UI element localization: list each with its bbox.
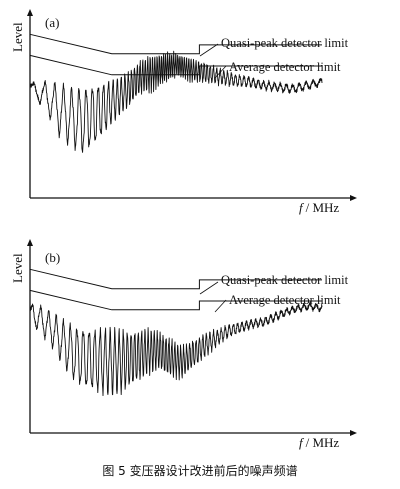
panel-b-xlabel: f / MHz (299, 435, 339, 450)
panel-b-xlabel-unit: / MHz (306, 435, 340, 450)
panel-b-average-leader (214, 299, 227, 313)
panel-a-quasi-peak-leader (199, 43, 219, 57)
panel-b-spectrum-trace (29, 301, 323, 397)
panel-b-average-label: Average detector limit (229, 293, 341, 307)
panel-a-ylabel: Level (10, 22, 25, 52)
panel-b-label: (b) (45, 250, 60, 265)
panel-b-xlabel-symbol: f (299, 435, 305, 450)
panel-b-average-limit-line (29, 289, 322, 311)
panel-b-y-axis-arrow (27, 239, 33, 246)
panel-a-xlabel-unit: / MHz (306, 200, 340, 215)
panel-a-label: (a) (45, 15, 59, 30)
panel-a-xlabel-symbol: f (299, 200, 305, 215)
panel-a-x-axis-arrow (350, 195, 357, 201)
panel-a-spectrum-trace (29, 50, 323, 153)
panel-b-quasi-peak-limit-line (29, 268, 322, 290)
panel-b-quasi-peak-label: Quasi-peak detector limit (221, 273, 349, 287)
figure-caption: 图 5 变压器设计改进前后的噪声频谱 (102, 464, 298, 478)
panel-a-xlabel: f / MHz (299, 200, 339, 215)
panel-a: Level (a) f / MHz Quasi-peak detector lim… (10, 9, 357, 215)
panel-b-quasi-peak-leader (199, 281, 219, 295)
panel-a-quasi-peak-limit-line (29, 33, 322, 55)
panel-b: Level (b) f / MHz Quasi-peak detector lim… (10, 239, 357, 450)
panel-a-average-label: Average detector limit (229, 60, 341, 74)
panel-b-x-axis-arrow (350, 430, 357, 436)
panel-a-quasi-peak-label: Quasi-peak detector limit (221, 36, 349, 50)
panel-b-ylabel: Level (10, 253, 25, 283)
panel-a-average-leader (214, 65, 227, 79)
panel-a-y-axis-arrow (27, 9, 33, 16)
